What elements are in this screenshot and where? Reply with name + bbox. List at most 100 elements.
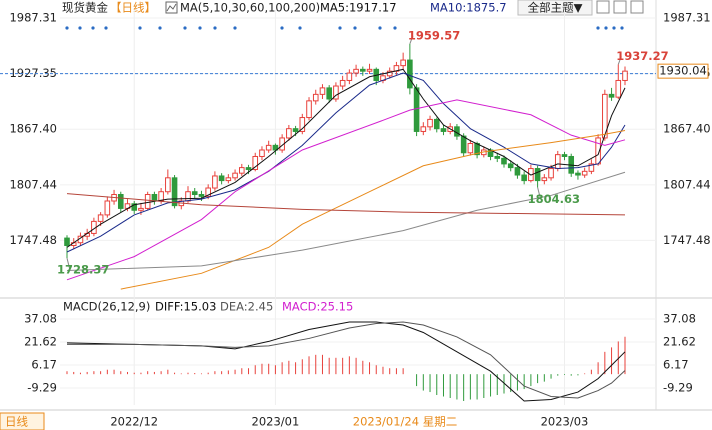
candle-body bbox=[588, 163, 595, 172]
candle-body bbox=[299, 117, 306, 132]
extreme-label: 1804.63 bbox=[528, 192, 580, 206]
y-tick-label-right: 6.17 bbox=[663, 357, 689, 371]
candle-body bbox=[346, 72, 353, 81]
candle-body bbox=[581, 170, 588, 176]
candle-body bbox=[191, 191, 198, 196]
candle-body bbox=[138, 207, 144, 211]
y-tick-label-right: 1747.48 bbox=[663, 233, 711, 247]
y-tick-label-left: 1867.40 bbox=[9, 122, 57, 136]
annotation-leader bbox=[66, 258, 71, 271]
event-dot bbox=[338, 26, 342, 30]
y-tick-label-left: 37.08 bbox=[24, 311, 57, 325]
tool-icon[interactable] bbox=[596, 0, 610, 14]
y-tick-label-left: 1987.31 bbox=[9, 11, 57, 25]
candle-body bbox=[440, 128, 447, 132]
candle-body bbox=[326, 87, 332, 100]
y-tick-label-right: 21.62 bbox=[663, 334, 696, 348]
macd-line bbox=[66, 321, 626, 402]
candle-body bbox=[312, 93, 319, 102]
annotation-leader bbox=[537, 187, 542, 200]
candle-body bbox=[238, 167, 245, 174]
candle-body bbox=[521, 174, 527, 182]
candle-body bbox=[427, 118, 433, 128]
theme-button-label[interactable]: 全部主题▼ bbox=[528, 1, 583, 15]
y-tick-label-left: 6.17 bbox=[31, 357, 57, 371]
candle-body bbox=[602, 93, 608, 139]
legend-entry: MA5:1917.17 bbox=[320, 1, 397, 15]
candle-body bbox=[366, 68, 373, 72]
last-price-box bbox=[657, 63, 709, 79]
candle-body bbox=[205, 187, 211, 197]
candle-body bbox=[265, 144, 272, 151]
candle-body bbox=[548, 168, 554, 179]
period-selector-label[interactable]: 日线 bbox=[5, 415, 28, 429]
event-dot bbox=[158, 26, 162, 30]
event-dot bbox=[298, 26, 302, 30]
y-tick-label-right: 37.08 bbox=[663, 311, 696, 325]
candle-body bbox=[400, 59, 406, 67]
ma-line bbox=[66, 171, 626, 272]
ma-icon[interactable] bbox=[165, 1, 178, 14]
y-tick-label-left: 1747.48 bbox=[9, 233, 57, 247]
tool-icon[interactable] bbox=[630, 0, 644, 14]
y-tick-label-right: 1807.44 bbox=[663, 177, 711, 191]
event-dot bbox=[91, 26, 95, 30]
candle-body bbox=[245, 167, 252, 170]
extreme-label: 1959.57 bbox=[408, 28, 460, 42]
period-label[interactable]: 【日线】 bbox=[110, 1, 156, 15]
candle-body bbox=[407, 59, 413, 89]
candle-body bbox=[541, 177, 548, 182]
candle-body bbox=[144, 194, 151, 209]
candle-body bbox=[622, 70, 628, 81]
macd-line bbox=[67, 321, 626, 399]
candle-body bbox=[386, 70, 393, 77]
candle-body bbox=[225, 177, 232, 182]
x-tick-label: 2023/01 bbox=[252, 415, 300, 429]
candle-body bbox=[534, 168, 541, 182]
x-tick-label: 2022/12 bbox=[110, 415, 158, 429]
ma-icon-line bbox=[166, 3, 177, 12]
macd-title: MACD(26,12,9) bbox=[63, 300, 150, 314]
candle-body bbox=[151, 194, 158, 202]
event-dot bbox=[378, 26, 382, 30]
candle-body bbox=[514, 167, 521, 176]
event-dot bbox=[233, 26, 237, 30]
candle-body bbox=[494, 155, 501, 159]
ma-line bbox=[66, 68, 626, 248]
last-price-label: 1930.04 bbox=[659, 64, 707, 78]
theme-button[interactable] bbox=[517, 0, 593, 16]
candle-body bbox=[272, 144, 279, 151]
candle-body bbox=[561, 154, 568, 157]
y-tick-label-left: 1807.44 bbox=[9, 177, 57, 191]
candle-body bbox=[360, 68, 366, 72]
event-dot bbox=[65, 26, 69, 30]
ma-line bbox=[66, 99, 626, 281]
y-tick-label-right: -9.29 bbox=[663, 381, 693, 395]
candle-body bbox=[608, 93, 615, 98]
candle-body bbox=[467, 143, 474, 154]
annotation-leader bbox=[617, 56, 622, 65]
event-dot bbox=[280, 26, 284, 30]
legend-entry: DIFF:15.03 bbox=[155, 300, 216, 314]
event-dot bbox=[138, 26, 142, 30]
ma-line bbox=[66, 72, 626, 253]
event-dot bbox=[612, 26, 616, 30]
candle-body bbox=[507, 163, 514, 169]
event-dot bbox=[604, 26, 608, 30]
candle-body bbox=[460, 135, 467, 154]
candle-body bbox=[554, 154, 561, 170]
candle-body bbox=[259, 149, 265, 157]
event-dot bbox=[596, 26, 600, 30]
y-tick-label-left: 21.62 bbox=[24, 334, 57, 348]
candle-body bbox=[171, 177, 178, 207]
event-dot bbox=[620, 26, 624, 30]
candle-body bbox=[218, 175, 225, 182]
period-selector[interactable] bbox=[0, 412, 45, 430]
tool-icon[interactable] bbox=[613, 0, 627, 14]
legend-entry: DEA:2.45 bbox=[220, 300, 273, 314]
event-dot bbox=[213, 26, 217, 30]
candle-body bbox=[433, 118, 440, 130]
candle-body bbox=[198, 194, 205, 197]
event-dot bbox=[393, 26, 397, 30]
